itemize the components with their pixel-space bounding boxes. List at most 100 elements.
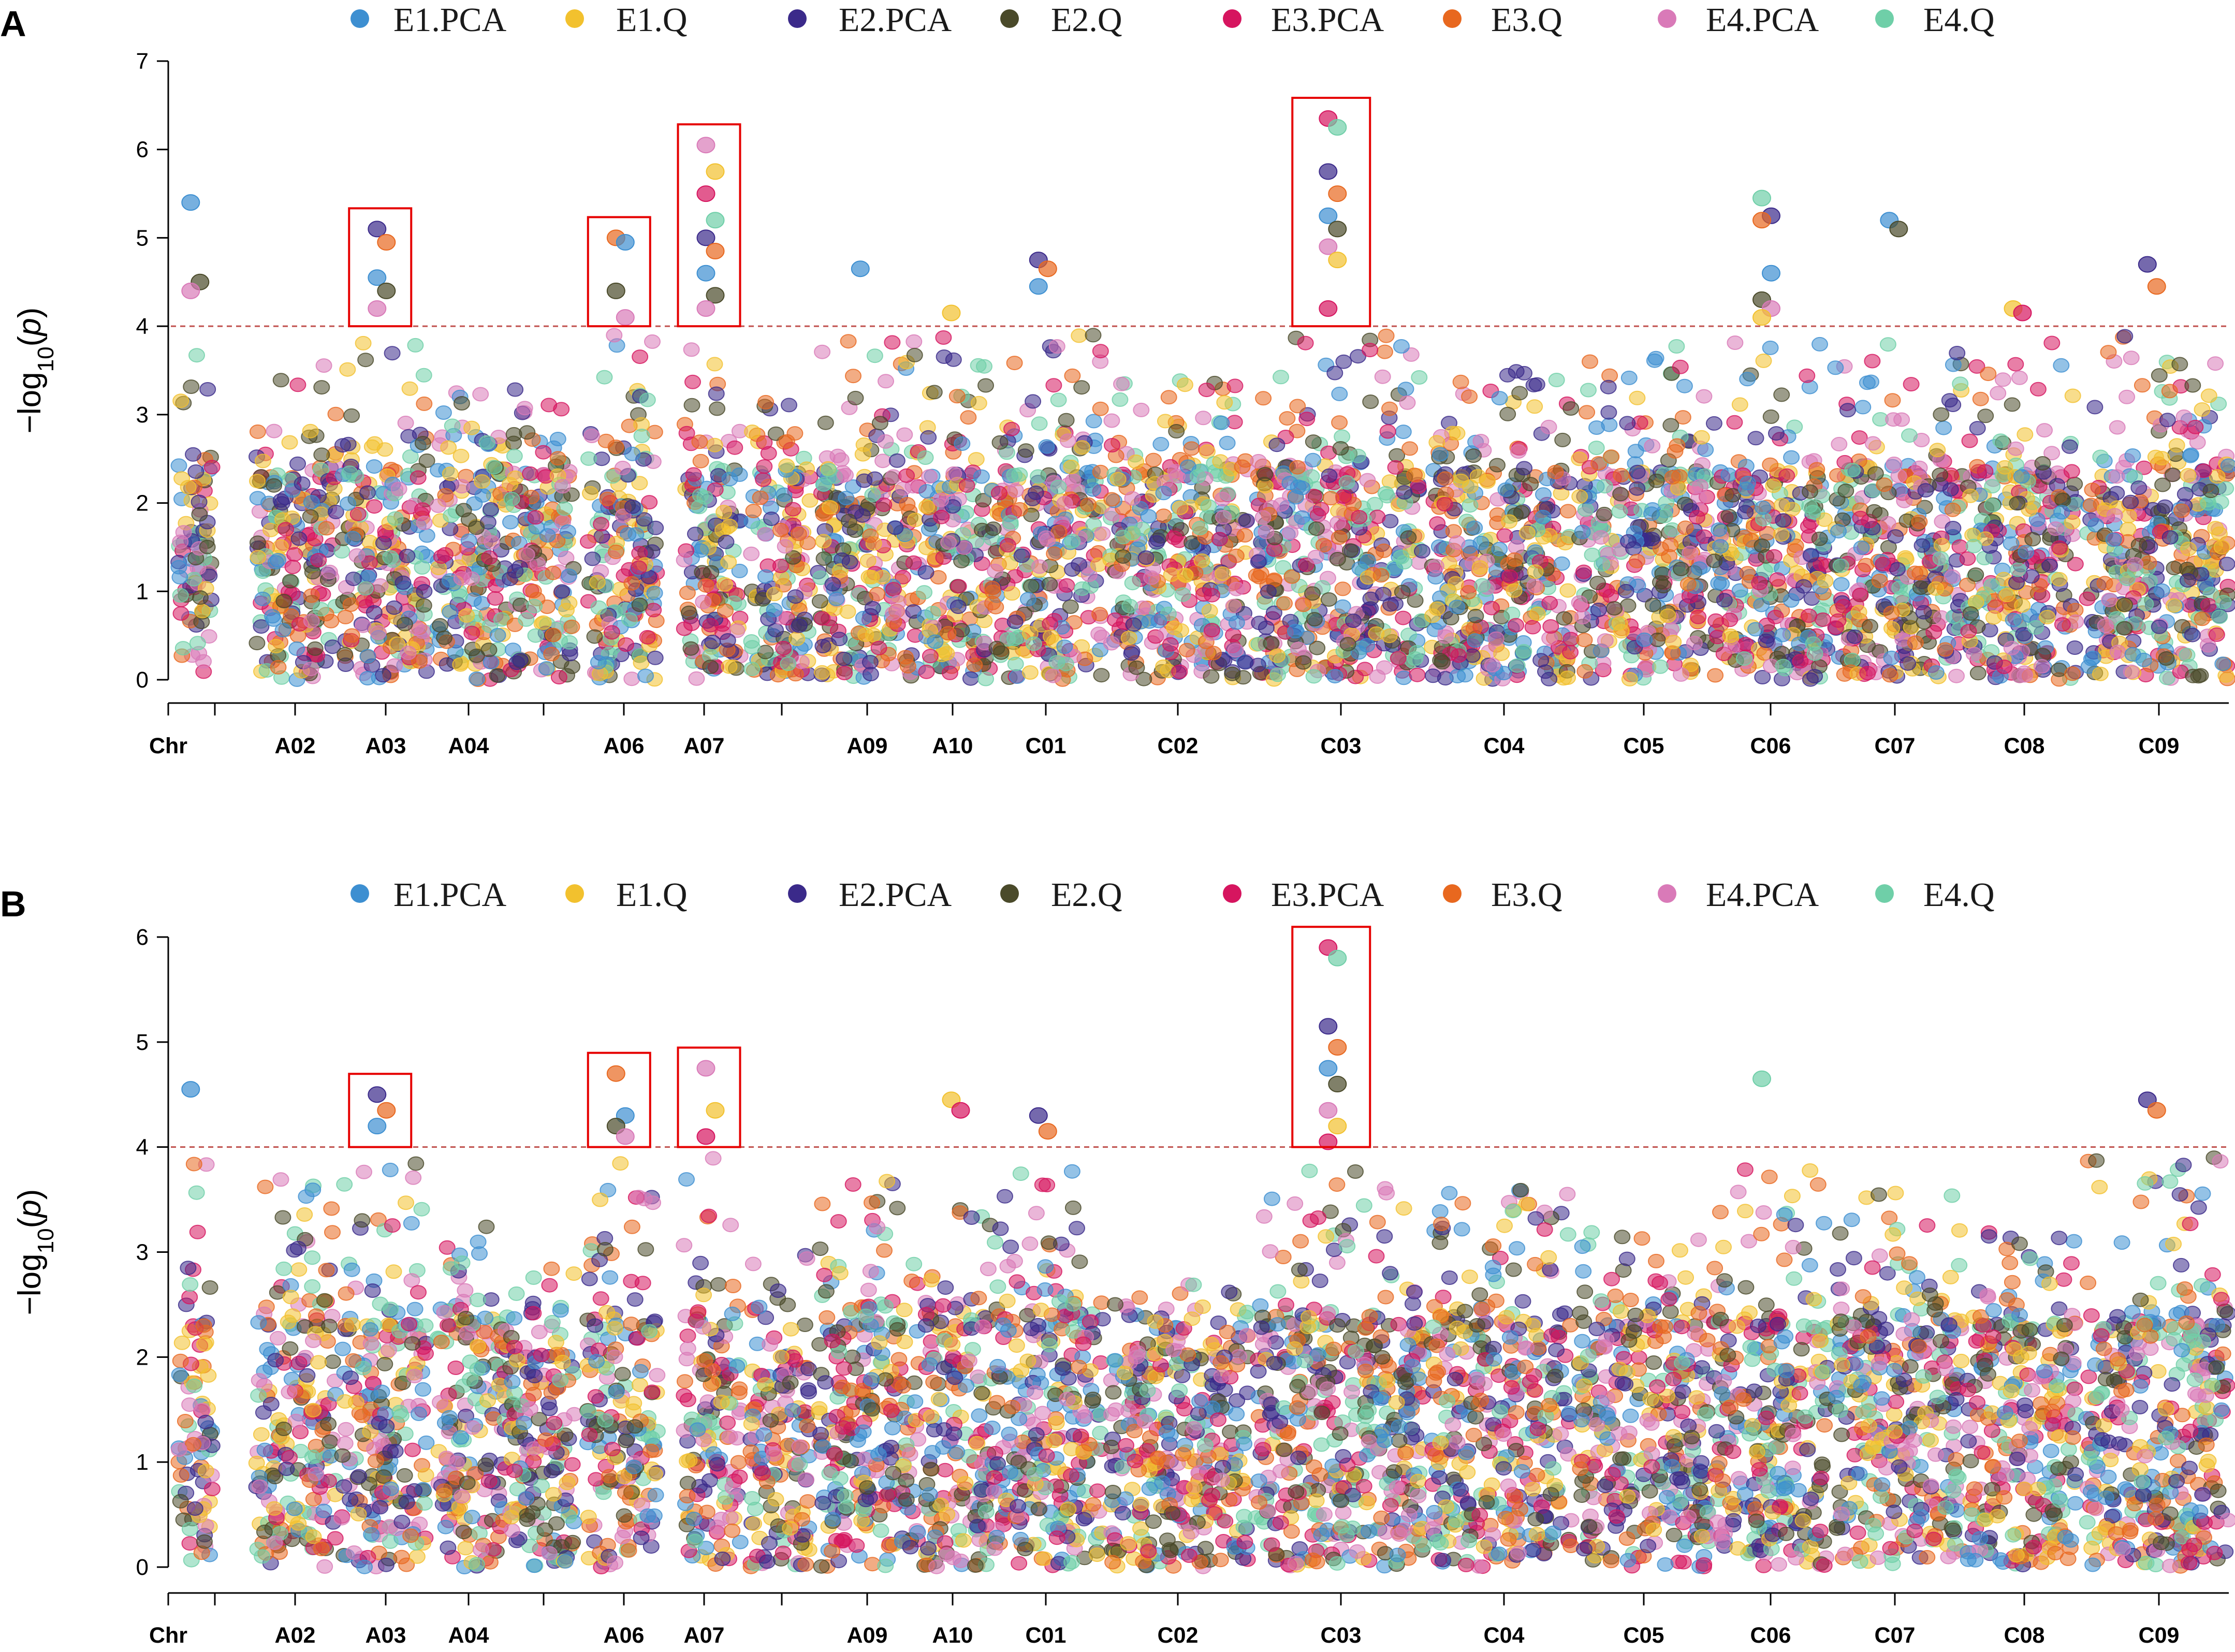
snp-point xyxy=(1612,505,1627,518)
snp-point xyxy=(900,660,916,673)
snp-point xyxy=(1831,614,1846,627)
x-tick-label: A02 xyxy=(275,734,316,758)
x-tick-label: A06 xyxy=(604,734,645,758)
snp-point xyxy=(1104,414,1119,428)
snp-point xyxy=(1046,378,1061,392)
snp-point xyxy=(2212,610,2227,623)
snp-point xyxy=(1581,384,1596,397)
snp-point xyxy=(398,416,414,430)
snp-point xyxy=(1251,455,1266,468)
snp-point xyxy=(2163,531,2178,544)
snp-point xyxy=(946,467,961,480)
snp-point xyxy=(1516,461,1532,475)
snp-point xyxy=(173,607,189,620)
snp-point xyxy=(922,470,937,483)
snp-point xyxy=(767,587,782,601)
snp-point xyxy=(1428,560,1444,573)
snp-point xyxy=(2010,563,2026,576)
snp-point xyxy=(1362,343,1378,357)
snp-point xyxy=(1932,468,1948,481)
snp-point xyxy=(2154,451,2170,465)
snp-point xyxy=(1508,619,1524,632)
snp-point xyxy=(2185,669,2201,683)
peak-point xyxy=(1039,261,1057,276)
snp-point xyxy=(1949,346,1965,360)
snp-point xyxy=(1961,624,1977,638)
snp-point xyxy=(2062,440,2078,454)
snp-point xyxy=(2101,345,2116,359)
snp-point xyxy=(2127,558,2143,571)
snp-point xyxy=(1727,336,1743,349)
snp-point xyxy=(693,489,708,502)
snp-point xyxy=(1407,468,1422,481)
snp-point xyxy=(1622,673,1638,686)
snp-point xyxy=(727,441,742,455)
snp-point xyxy=(1322,469,1337,483)
snp-point xyxy=(1173,501,1188,515)
snp-point xyxy=(842,555,858,569)
snp-point xyxy=(190,636,206,650)
snp-point xyxy=(634,656,649,669)
snp-point xyxy=(430,499,446,513)
snp-point xyxy=(1960,552,1976,565)
snp-point xyxy=(1335,600,1351,613)
snp-point xyxy=(1673,360,1688,374)
snp-point xyxy=(918,566,934,579)
snp-point xyxy=(1470,470,1486,483)
snp-point xyxy=(2209,628,2225,641)
snp-point xyxy=(604,626,620,639)
snp-point xyxy=(535,446,551,459)
snp-point xyxy=(484,655,499,669)
snp-point xyxy=(837,666,852,680)
snp-point xyxy=(1433,448,1448,461)
snp-point xyxy=(386,601,402,615)
y-tick-label: 5 xyxy=(136,225,149,251)
snp-point xyxy=(1618,584,1634,598)
snp-point xyxy=(517,401,533,415)
snp-point xyxy=(1717,593,1732,607)
snp-point xyxy=(375,668,391,682)
peak-point xyxy=(1319,164,1337,179)
legend-marker xyxy=(1875,9,1894,28)
snp-point xyxy=(289,642,304,655)
snp-point xyxy=(1756,354,1772,368)
snp-point xyxy=(1080,498,1096,511)
snp-point xyxy=(2025,533,2040,546)
snp-point xyxy=(1093,668,1109,682)
snp-point xyxy=(645,335,660,348)
snp-point xyxy=(474,475,490,488)
snp-point xyxy=(1721,509,1736,523)
snp-point xyxy=(1239,514,1254,528)
snp-point xyxy=(1597,507,1612,521)
snp-point xyxy=(1740,476,1756,490)
snp-point xyxy=(1908,636,1923,649)
snp-point xyxy=(1335,582,1351,595)
snp-point xyxy=(367,500,382,513)
snp-point xyxy=(1306,669,1322,683)
snp-point xyxy=(1548,465,1564,479)
peak-point xyxy=(2148,279,2166,294)
snp-point xyxy=(1828,361,1843,374)
snp-point xyxy=(290,378,305,391)
snp-point xyxy=(1255,510,1271,524)
snp-point xyxy=(1051,480,1067,494)
snp-point xyxy=(2052,541,2067,554)
snp-point xyxy=(1149,536,1164,549)
snp-point xyxy=(360,486,375,500)
snp-point xyxy=(1473,536,1489,550)
snp-point xyxy=(1049,655,1064,669)
snp-point xyxy=(869,587,885,601)
snp-point xyxy=(1980,367,1996,381)
snp-point xyxy=(1094,527,1110,540)
snp-point xyxy=(757,528,773,541)
snp-point xyxy=(1834,578,1849,591)
snp-point xyxy=(2154,584,2170,597)
snp-point xyxy=(2117,598,2132,611)
snp-point xyxy=(415,503,430,516)
snp-point xyxy=(2004,537,2019,550)
snp-point xyxy=(1645,598,1661,612)
snp-point xyxy=(1467,521,1482,535)
snp-point xyxy=(1831,524,1846,538)
snp-point xyxy=(396,576,411,590)
snp-point xyxy=(744,662,759,676)
